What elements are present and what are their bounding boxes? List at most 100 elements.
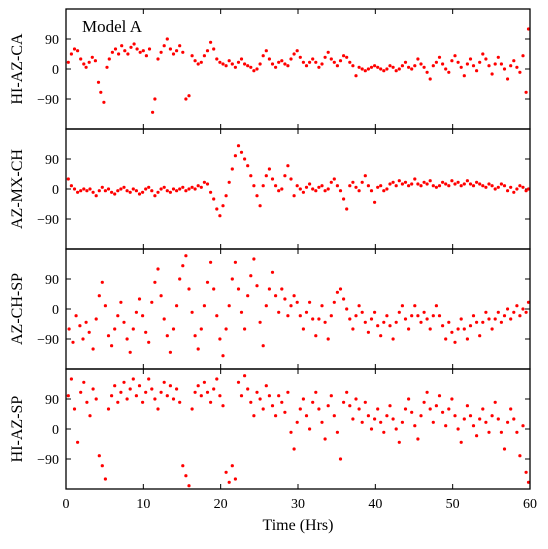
data-point [215,207,219,211]
data-point [190,54,194,58]
data-point [338,287,343,291]
data-point [456,327,460,331]
data-point [320,420,324,424]
data-point [434,304,438,308]
data-point [289,177,293,181]
data-point [125,397,129,401]
data-point [481,320,485,324]
y-tick-label: 0 [52,63,59,78]
data-point [441,180,445,184]
data-point [162,185,166,189]
data-point [366,414,370,418]
data-point [236,380,241,384]
data-point [462,74,466,78]
data-point [512,190,516,194]
data-point [190,310,194,314]
data-point [394,427,398,431]
data-point [81,337,85,341]
data-point [363,174,367,178]
data-point [94,194,98,198]
data-point [286,314,290,318]
data-point [280,59,284,63]
data-point [422,65,426,69]
data-point [416,314,420,318]
data-point [447,407,451,411]
data-point [171,327,176,331]
data-point [431,314,435,318]
data-point [509,64,513,68]
data-point [119,300,123,304]
data-point [329,394,333,398]
data-point [119,187,123,191]
data-point [215,57,219,61]
x-tick-label: 30 [291,497,305,512]
data-point [286,164,290,168]
data-point [162,317,166,321]
data-point [437,184,442,188]
data-point [87,60,91,64]
data-point [72,407,77,411]
data-point [478,60,482,64]
data-point [110,394,114,398]
data-point [289,57,293,61]
data-point [212,197,216,201]
data-point [351,417,355,421]
data-point [218,214,222,218]
data-point [162,44,166,48]
data-point [84,320,88,324]
data-point [175,189,179,193]
data-point [515,65,519,69]
data-point [437,314,442,318]
data-point [475,69,479,73]
data-point [137,297,142,301]
data-point [91,387,95,391]
data-point [425,182,429,186]
data-point [159,187,163,191]
data-point [165,37,169,41]
data-point [518,70,522,74]
data-point [261,407,265,411]
data-point [258,62,262,66]
data-point [249,174,253,178]
data-point [134,310,138,314]
data-point [295,49,299,53]
data-point [444,337,448,341]
data-point [490,327,494,331]
data-point [100,464,104,468]
data-point [311,400,315,404]
data-point [493,317,497,321]
data-point [496,310,500,314]
data-point [506,307,510,311]
x-tick-label: 60 [523,497,537,512]
data-point [289,304,293,308]
data-point [283,62,287,66]
data-point [509,185,513,189]
data-point [233,154,237,158]
data-point [512,59,516,63]
data-point [221,354,225,358]
data-point [391,65,395,69]
data-point [326,404,330,408]
data-point [134,394,138,398]
data-point [419,62,423,66]
data-point [444,424,448,428]
data-point [283,297,287,301]
y-tick-label: 0 [52,303,59,318]
data-point [243,374,247,378]
data-point [134,189,138,193]
data-point [239,394,244,398]
data-point [456,427,460,431]
data-point [261,344,265,348]
data-point [116,400,120,404]
y-tick-label: −90 [37,453,59,468]
data-point [196,347,200,351]
data-point [354,74,358,78]
data-point [82,62,86,66]
data-point [165,334,169,338]
data-point [400,182,404,186]
data-point [499,182,503,186]
data-point [304,185,309,189]
data-point [66,394,70,398]
data-point [471,424,476,428]
